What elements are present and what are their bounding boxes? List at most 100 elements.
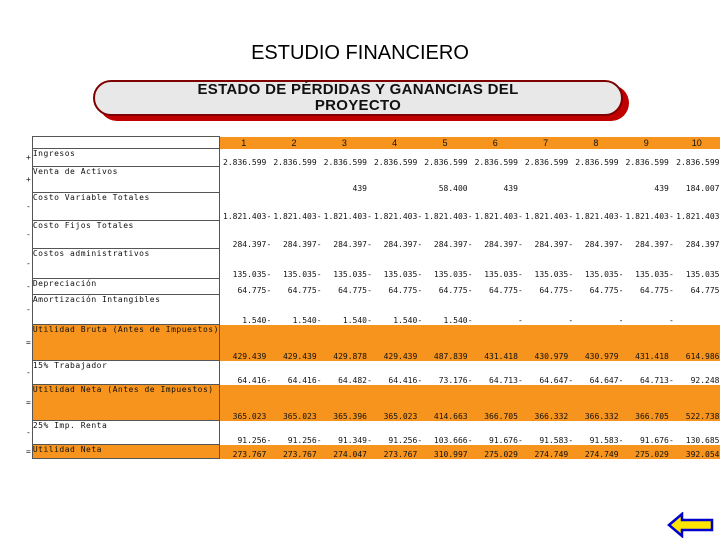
value-dash bbox=[517, 444, 523, 459]
value-cell: 431.418 bbox=[472, 324, 518, 361]
value-dash bbox=[618, 384, 624, 421]
value-cell: 1.821.403 bbox=[575, 211, 619, 221]
value-dash: - bbox=[316, 269, 322, 279]
value-dash bbox=[316, 324, 322, 361]
value-dash bbox=[668, 444, 674, 459]
value-cell: 430.979 bbox=[573, 324, 619, 361]
value-dash bbox=[266, 324, 272, 361]
value-cell bbox=[271, 167, 316, 193]
value-cell: 284.397 bbox=[685, 239, 720, 249]
header-gap-cell bbox=[618, 136, 624, 149]
value-dash: - bbox=[518, 315, 523, 325]
value-dash: - bbox=[467, 315, 473, 325]
value-dash: - bbox=[367, 211, 372, 221]
value-cell: 275.029 bbox=[472, 444, 518, 459]
value-cell: 310.997 bbox=[422, 444, 468, 459]
value-dash bbox=[367, 384, 373, 421]
row-label: Costos administrativos bbox=[31, 248, 220, 279]
value-cell: 439 bbox=[503, 183, 518, 193]
value-dash bbox=[517, 324, 523, 361]
value-cell: 366.332 bbox=[522, 384, 569, 421]
year-header: 4 bbox=[372, 136, 418, 149]
value-dash bbox=[467, 444, 473, 459]
row-label: Utilidad Neta bbox=[31, 444, 220, 459]
header-gap-cell bbox=[517, 136, 523, 149]
header-gap-cell bbox=[316, 136, 322, 149]
value-cell: 429.439 bbox=[221, 324, 267, 361]
value-cell: 58.400 bbox=[438, 183, 468, 193]
value-cell: 135.035 bbox=[333, 269, 367, 279]
value-dash: - bbox=[367, 285, 372, 295]
value-cell: 1.540 bbox=[393, 315, 418, 325]
value-cell: 64.482 bbox=[338, 375, 367, 385]
row-operator: - bbox=[26, 305, 31, 314]
value-dash bbox=[219, 324, 222, 361]
value-cell: 91.583 bbox=[539, 435, 569, 445]
value-cell bbox=[624, 295, 669, 325]
back-arrow-button[interactable] bbox=[667, 512, 715, 538]
value-dash: - bbox=[367, 269, 372, 279]
value-dash: - bbox=[367, 315, 372, 325]
row-operator: - bbox=[26, 202, 31, 211]
value-cell: 91.349 bbox=[338, 435, 367, 445]
value-dash: - bbox=[266, 315, 272, 325]
value-cell: 284.397 bbox=[333, 239, 367, 249]
value-dash: - bbox=[467, 211, 473, 221]
value-cell: 2.836.599 bbox=[474, 157, 518, 167]
value-dash: - bbox=[266, 375, 272, 385]
row-operator: = bbox=[26, 398, 31, 407]
row-operator: = bbox=[26, 338, 31, 347]
value-cell: 64.775 bbox=[237, 285, 267, 295]
value-dash bbox=[668, 324, 674, 361]
value-dash bbox=[316, 384, 322, 421]
row-label: 15% Trabajador bbox=[31, 360, 220, 385]
row-operator: - bbox=[26, 368, 31, 377]
table-row: = Utilidad Neta 273.767 273.767 274.047 273.7… bbox=[26, 444, 720, 459]
value-cell: 92.248 bbox=[690, 375, 720, 385]
value-dash bbox=[467, 384, 473, 421]
value-cell: 135.035 bbox=[383, 269, 418, 279]
banner-line-2: PROYECTO bbox=[314, 97, 402, 114]
table-row: = Utilidad Neta (Antes de Impuestos) 365.0… bbox=[26, 384, 720, 421]
value-dash: - bbox=[316, 375, 322, 385]
value-cell: 274.749 bbox=[573, 444, 619, 459]
value-dash: - bbox=[417, 239, 423, 249]
value-cell: 1.540 bbox=[242, 315, 267, 325]
value-cell bbox=[372, 167, 417, 193]
value-dash: - bbox=[266, 239, 272, 249]
value-cell: 284.397 bbox=[282, 239, 317, 249]
value-cell: 284.397 bbox=[484, 239, 518, 249]
value-cell: 274.047 bbox=[321, 444, 367, 459]
value-cell: 1.540 bbox=[342, 315, 367, 325]
value-cell: 2.836.599 bbox=[323, 157, 367, 167]
value-dash: - bbox=[668, 285, 674, 295]
value-cell bbox=[523, 167, 568, 193]
value-cell bbox=[573, 295, 618, 325]
value-dash: - bbox=[266, 285, 272, 295]
value-dash bbox=[219, 444, 222, 459]
slide-title: ESTUDIO FINANCIERO bbox=[251, 42, 469, 64]
row-operator: - bbox=[26, 230, 31, 239]
year-header: 7 bbox=[522, 136, 569, 149]
year-header: 9 bbox=[623, 136, 669, 149]
value-dash bbox=[568, 444, 574, 459]
value-cell bbox=[523, 295, 568, 325]
header-gap-cell bbox=[266, 136, 272, 149]
value-dash: - bbox=[417, 375, 423, 385]
value-cell: 365.023 bbox=[372, 384, 418, 421]
value-dash: - bbox=[518, 211, 523, 221]
value-cell: 1.821.403 bbox=[273, 211, 317, 221]
value-dash bbox=[618, 324, 624, 361]
table-row: - Amortización Intangibles 1.540-1.540-1.5… bbox=[26, 294, 720, 325]
value-cell: 284.397 bbox=[635, 239, 669, 249]
banner-text: ESTADO DE PÉRDIDAS Y GANANCIAS DEL PROYE… bbox=[197, 82, 518, 114]
value-cell: 73.176 bbox=[438, 375, 468, 385]
value-cell: 2.836.599 bbox=[273, 157, 317, 167]
value-cell: 1.821.403 bbox=[676, 211, 720, 221]
value-cell: 91.676 bbox=[639, 435, 669, 445]
value-dash: - bbox=[668, 211, 674, 221]
value-dash: - bbox=[417, 285, 423, 295]
row-label: Ingresos bbox=[31, 148, 220, 167]
value-cell: 1.821.403 bbox=[323, 211, 367, 221]
value-dash: - bbox=[316, 435, 322, 445]
